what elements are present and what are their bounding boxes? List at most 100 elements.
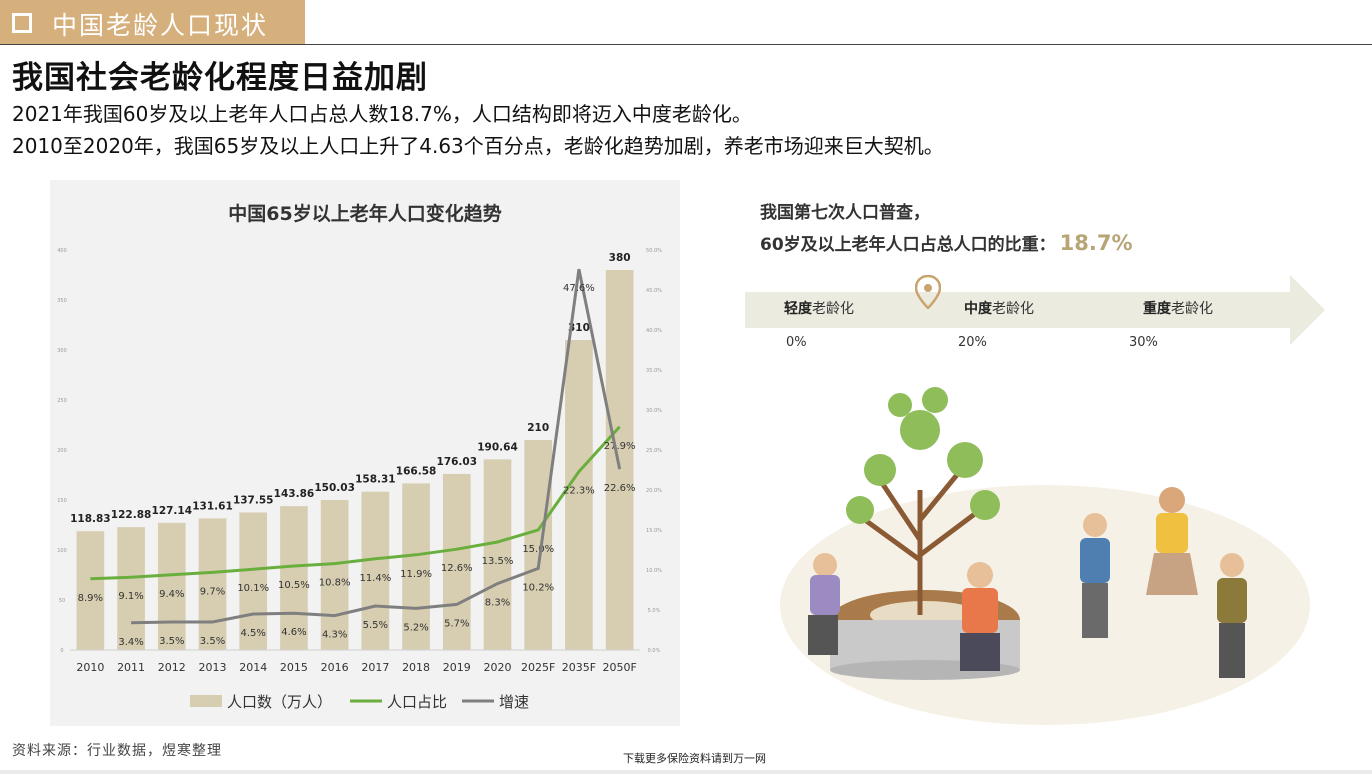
legend-label-share: 人口占比 xyxy=(387,693,447,711)
bar-value-label: 310 xyxy=(568,322,590,334)
census-line-1: 我国第七次人口普查， xyxy=(760,203,930,223)
y-left-tick-label: 150 xyxy=(57,498,67,504)
share-line-label: 27.9% xyxy=(604,441,636,452)
y-left-tick-label: 100 xyxy=(57,548,67,554)
bar-value-label: 166.58 xyxy=(396,465,437,477)
share-line-label: 12.6% xyxy=(441,563,473,574)
growth-line-label: 22.6% xyxy=(604,483,636,494)
y-right-tick-label: 35.0% xyxy=(646,368,662,374)
subtitle-line-1: 2021年我国60岁及以上老年人口占总人数18.7%，人口结构即将迈入中度老龄化… xyxy=(12,102,752,126)
y-right-tick-label: 30.0% xyxy=(646,408,662,414)
x-tick-label: 2011 xyxy=(117,661,145,674)
bar xyxy=(605,270,634,650)
square-icon xyxy=(12,13,32,33)
share-line-label: 11.4% xyxy=(359,573,391,584)
y-left-tick-label: 0 xyxy=(60,648,63,654)
subtitle-line-2: 2010至2020年，我国65岁及以上人口上升了4.63个百分点，老龄化趋势加剧… xyxy=(12,134,944,158)
share-line-label: 9.4% xyxy=(159,589,184,600)
bar-value-label: 190.64 xyxy=(477,441,518,453)
bar-value-label: 131.61 xyxy=(192,500,233,512)
x-tick-label: 2017 xyxy=(361,661,389,674)
y-left-tick-label: 200 xyxy=(57,448,67,454)
y-right-tick-label: 0.0% xyxy=(648,648,661,654)
stage-mild: 轻度老龄化 xyxy=(784,301,854,317)
bar-value-label: 380 xyxy=(609,252,631,264)
percent-0: 0% xyxy=(786,335,807,350)
y-right-tick-label: 25.0% xyxy=(646,448,662,454)
share-line-label: 10.8% xyxy=(319,578,351,589)
section-title: 中国老龄人口现状 xyxy=(52,11,269,40)
footer-note: 下载更多保险资料请到万一网 xyxy=(623,752,766,765)
legend-label-growth: 增速 xyxy=(499,693,529,711)
header-divider xyxy=(0,44,1372,45)
x-tick-label: 2013 xyxy=(199,661,227,674)
growth-line-label: 5.5% xyxy=(363,620,388,631)
bar xyxy=(442,473,471,650)
share-line xyxy=(90,425,621,581)
legend-label-bar: 人口数（万人） xyxy=(227,693,332,711)
source-note: 资料来源：行业数据，煜寒整理 xyxy=(12,743,222,759)
bar xyxy=(320,499,349,650)
population-chart: 中国65岁以上老年人口变化趋势 0 50 100 150 200 250 300 350 400 0… xyxy=(57,202,662,711)
percent-30: 30% xyxy=(1129,335,1158,350)
y-right-tick-label: 20.0% xyxy=(646,488,662,494)
growth-line-label: 4.6% xyxy=(281,627,306,638)
bottom-bar xyxy=(0,770,1372,774)
y-left-tick-label: 250 xyxy=(57,398,67,404)
share-line-label: 8.9% xyxy=(78,593,103,604)
bar xyxy=(157,522,186,650)
stage-moderate: 中度老龄化 xyxy=(964,301,1034,317)
share-line-label: 9.1% xyxy=(118,591,143,602)
bar xyxy=(280,506,308,650)
x-tick-label: 2050F xyxy=(602,661,636,674)
bar-value-label: 176.03 xyxy=(437,456,478,468)
share-line-label: 10.1% xyxy=(237,583,269,594)
growth-line xyxy=(131,268,622,625)
growth-line-label: 10.2% xyxy=(522,582,554,593)
growth-line-label: 5.7% xyxy=(444,618,469,629)
y-right-tick-label: 5.0% xyxy=(648,608,661,614)
y-right-tick-label: 50.0% xyxy=(646,248,662,254)
share-line-label: 11.9% xyxy=(400,569,432,580)
chart-panel: 中国65岁以上老年人口变化趋势 0 50 100 150 200 250 300 350 400 0… xyxy=(50,180,680,726)
growth-line-label: 3.5% xyxy=(159,636,184,647)
x-tick-label: 2019 xyxy=(443,661,471,674)
bar-value-label: 158.31 xyxy=(355,474,396,486)
section-header-bar: 中国老龄人口现状 xyxy=(0,0,305,44)
stage-severe: 重度老龄化 xyxy=(1143,301,1213,317)
share-line-label: 15.0% xyxy=(522,544,554,555)
bar-value-label: 127.14 xyxy=(152,505,193,517)
bar-value-label: 210 xyxy=(527,422,549,434)
bar-value-label: 150.03 xyxy=(314,482,355,494)
bar xyxy=(402,483,430,650)
share-line-label: 22.3% xyxy=(563,486,595,497)
x-tick-label: 2012 xyxy=(158,661,186,674)
growth-line-label: 8.3% xyxy=(485,598,510,609)
y-right-tick-label: 40.0% xyxy=(646,328,662,334)
x-tick-label: 2025F xyxy=(521,661,555,674)
headline: 我国社会老龄化程度日益加剧 xyxy=(12,60,428,96)
x-tick-label: 2010 xyxy=(76,661,104,674)
growth-line-label: 4.5% xyxy=(241,628,266,639)
elderly-tree-illustration xyxy=(780,387,1310,725)
bar-value-label: 143.86 xyxy=(274,488,315,500)
bar xyxy=(483,459,512,650)
y-right-tick-label: 15.0% xyxy=(646,528,662,534)
x-tick-label: 2016 xyxy=(321,661,349,674)
bar-value-label: 118.83 xyxy=(70,513,111,525)
chart-title: 中国65岁以上老年人口变化趋势 xyxy=(228,202,501,225)
y-right-tick-label: 10.0% xyxy=(646,568,662,574)
growth-line-label: 4.3% xyxy=(322,630,347,641)
y-left-tick-label: 300 xyxy=(57,348,67,354)
aging-scale-arrow xyxy=(745,275,1325,345)
x-tick-label: 2014 xyxy=(239,661,267,674)
bar xyxy=(239,512,268,650)
x-tick-label: 2020 xyxy=(484,661,512,674)
y-left-tick-label: 350 xyxy=(57,298,67,304)
bar xyxy=(198,518,227,650)
growth-line-label: 47.6% xyxy=(563,283,595,294)
growth-line-label: 3.5% xyxy=(200,636,225,647)
growth-line-label: 3.4% xyxy=(118,637,143,648)
y-left-tick-label: 50 xyxy=(59,598,65,604)
percent-20: 20% xyxy=(958,335,987,350)
